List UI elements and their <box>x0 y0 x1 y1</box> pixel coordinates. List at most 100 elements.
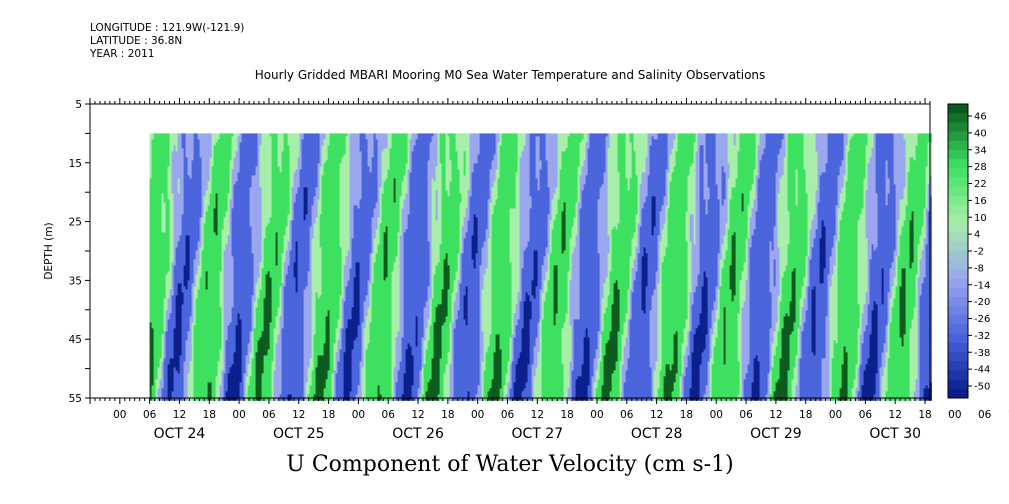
heatmap-cell <box>154 226 156 229</box>
heatmap-cell <box>164 184 166 187</box>
heatmap-cells <box>150 133 932 400</box>
heatmap-cell <box>168 304 170 307</box>
heatmap-cell <box>210 202 212 205</box>
heatmap-cell <box>172 340 174 343</box>
heatmap-cell <box>172 166 174 169</box>
heatmap-cell <box>192 331 194 334</box>
heatmap-cell <box>180 286 182 289</box>
heatmap-cell <box>172 331 174 334</box>
heatmap-cell <box>172 214 174 217</box>
heatmap-cell <box>158 211 160 214</box>
heatmap-cell <box>168 262 170 265</box>
heatmap-cell <box>168 247 170 250</box>
heatmap-cell <box>188 325 190 328</box>
heatmap-cell <box>182 292 184 295</box>
heatmap-cell <box>210 394 212 397</box>
heatmap-cell <box>194 211 196 214</box>
heatmap-cell <box>182 349 184 352</box>
heatmap-cell <box>192 238 194 241</box>
heatmap-cell <box>156 220 158 223</box>
heatmap-cell <box>168 229 170 232</box>
heatmap-cell <box>160 184 162 187</box>
heatmap-cell <box>162 223 164 226</box>
heatmap-cell <box>162 199 164 202</box>
heatmap-cell <box>210 139 212 142</box>
heatmap-cell <box>206 238 208 241</box>
heatmap-cell <box>194 190 196 193</box>
heatmap-cell <box>180 187 182 190</box>
heatmap-cell <box>208 187 210 190</box>
heatmap-cell <box>170 232 172 235</box>
heatmap-cell <box>202 385 204 388</box>
heatmap-cell <box>198 217 200 220</box>
heatmap-cell <box>186 199 188 202</box>
heatmap-cell <box>176 328 178 331</box>
heatmap-cell <box>202 187 204 190</box>
heatmap-cell <box>164 136 166 139</box>
heatmap-cell <box>206 385 208 388</box>
heatmap-cell <box>178 334 180 337</box>
heatmap-cell <box>188 319 190 322</box>
heatmap-cell <box>180 226 182 229</box>
heatmap-cell <box>150 349 152 352</box>
heatmap-cell <box>214 289 216 292</box>
heatmap-cell <box>176 310 178 313</box>
heatmap-cell <box>176 295 178 298</box>
heatmap-cell <box>154 352 156 355</box>
heatmap-cell <box>178 178 180 181</box>
heatmap-cell <box>154 382 156 385</box>
heatmap-cell <box>204 193 206 196</box>
heatmap-cell <box>202 145 204 148</box>
heatmap-cell <box>160 283 162 286</box>
heatmap-cell <box>212 211 214 214</box>
heatmap-cell <box>200 379 202 382</box>
heatmap-cell <box>150 280 152 283</box>
heatmap-cell <box>212 316 214 319</box>
heatmap-cell <box>212 196 214 199</box>
heatmap-cell <box>204 253 206 256</box>
heatmap-cell <box>162 277 164 280</box>
heatmap-cell <box>174 343 176 346</box>
heatmap-cell <box>200 220 202 223</box>
heatmap-cell <box>150 367 152 370</box>
heatmap-cell <box>204 364 206 367</box>
heatmap-cell <box>202 208 204 211</box>
heatmap-cell <box>198 238 200 241</box>
heatmap-cell <box>160 277 162 280</box>
heatmap-cell <box>158 325 160 328</box>
heatmap-cell <box>184 184 186 187</box>
heatmap-cell <box>214 169 216 172</box>
heatmap-cell <box>212 310 214 313</box>
heatmap-cell <box>176 172 178 175</box>
heatmap-cell <box>186 241 188 244</box>
heatmap-cell <box>168 193 170 196</box>
heatmap-cell <box>192 307 194 310</box>
heatmap-cell <box>206 181 208 184</box>
heatmap-cell <box>208 382 210 385</box>
heatmap-cell <box>150 289 152 292</box>
heatmap-cell <box>160 337 162 340</box>
heatmap-cell <box>152 172 154 175</box>
heatmap-cell <box>204 361 206 364</box>
heatmap-cell <box>184 334 186 337</box>
heatmap-cell <box>154 148 156 151</box>
heatmap-cell <box>152 376 154 379</box>
heatmap-cell <box>190 190 192 193</box>
heatmap-cell <box>190 382 192 385</box>
heatmap-cell <box>180 346 182 349</box>
heatmap-cell <box>194 259 196 262</box>
heatmap-cell <box>166 319 168 322</box>
heatmap-cell <box>210 388 212 391</box>
heatmap-cell <box>184 373 186 376</box>
heatmap-cell <box>172 295 174 298</box>
heatmap-cell <box>212 133 214 136</box>
heatmap-cell <box>162 154 164 157</box>
heatmap-cell <box>180 340 182 343</box>
heatmap-cell <box>166 358 168 361</box>
heatmap-cell <box>184 178 186 181</box>
heatmap-cell <box>212 202 214 205</box>
heatmap-cell <box>188 160 190 163</box>
heatmap-cell <box>172 364 174 367</box>
heatmap-cell <box>156 325 158 328</box>
heatmap-cell <box>190 265 192 268</box>
